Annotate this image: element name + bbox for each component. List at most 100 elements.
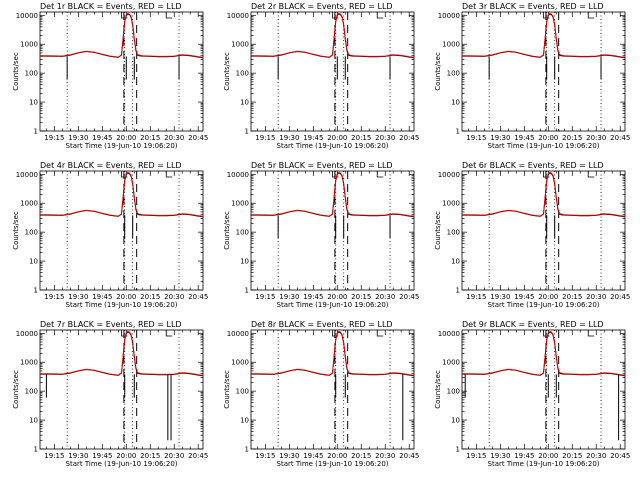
y-tick-label: 1000 [20, 359, 38, 367]
y-tick-label: 10 [451, 417, 460, 425]
x-axis-label: Start Time (19-Jun-10 19:06:20) [277, 142, 389, 150]
y-tick-label: 10 [240, 258, 249, 266]
x-tick-label: 20:30 [586, 293, 606, 301]
plot-frame [461, 329, 626, 450]
y-tick-label: 1000 [442, 200, 460, 208]
y-tick-label: 100 [25, 70, 38, 78]
x-tick-label: 20:00 [538, 293, 558, 301]
y-axis-label: Counts/sec [12, 52, 20, 91]
panel-det-1: Det 1r BLACK = Events, RED = LLD 1 10 100 10… [12, 2, 208, 150]
x-axis-label: Start Time (19-Jun-10 19:06:20) [277, 301, 389, 309]
series-lld-line [462, 171, 626, 217]
plot-frame [39, 329, 204, 450]
y-tick-label: 10 [29, 417, 38, 425]
x-tick-label: 19:45 [514, 293, 534, 301]
y-axis-label: Counts/sec [12, 370, 20, 409]
x-tick-label: 19:45 [514, 452, 534, 460]
x-tick-label: 19:45 [92, 293, 112, 301]
x-tick-label: 20:30 [164, 293, 184, 301]
y-axis-label: Counts/sec [434, 211, 442, 250]
x-tick-label: 19:15 [255, 452, 275, 460]
panel-det-6: Det 6r BLACK = Events, RED = LLD 1 10 100 10… [434, 161, 630, 309]
x-tick-label: 20:00 [538, 452, 558, 460]
panel-title: Det 6r BLACK = Events, RED = LLD [462, 161, 604, 170]
y-tick-label: 1000 [20, 200, 38, 208]
x-tick-label: 19:30 [68, 452, 88, 460]
x-tick-label: 20:30 [586, 452, 606, 460]
y-tick-label: 10000 [438, 12, 460, 20]
y-tick-label: 100 [447, 229, 460, 237]
x-tick-label: 19:45 [303, 452, 323, 460]
y-tick-label: 1 [245, 446, 249, 454]
x-tick-label: 20:00 [327, 293, 347, 301]
x-tick-label: 20:15 [351, 452, 371, 460]
y-tick-label: 100 [25, 229, 38, 237]
y-tick-label: 1 [456, 287, 460, 295]
x-tick-label: 19:15 [44, 293, 64, 301]
x-tick-label: 20:00 [327, 452, 347, 460]
y-axis-label: Counts/sec [223, 370, 231, 409]
x-tick-label: 20:45 [188, 293, 208, 301]
y-tick-label: 1000 [231, 200, 249, 208]
x-tick-label: 19:45 [303, 134, 323, 142]
x-tick-label: 20:15 [351, 293, 371, 301]
x-tick-label: 19:30 [490, 293, 510, 301]
y-tick-label: 10000 [16, 171, 38, 179]
panel-title: Det 4r BLACK = Events, RED = LLD [40, 161, 182, 170]
y-tick-label: 1 [34, 446, 38, 454]
series-lld-line [40, 12, 204, 58]
x-tick-label: 20:30 [375, 293, 395, 301]
plot-frame [39, 170, 204, 291]
y-tick-label: 10 [29, 258, 38, 266]
y-tick-label: 1000 [442, 359, 460, 367]
x-axis-label: Start Time (19-Jun-10 19:06:20) [277, 460, 389, 468]
y-tick-label: 1 [456, 128, 460, 136]
x-tick-label: 19:30 [279, 452, 299, 460]
x-tick-label: 20:30 [375, 134, 395, 142]
y-tick-label: 10000 [227, 171, 249, 179]
x-tick-label: 20:15 [140, 452, 160, 460]
y-tick-label: 1 [245, 287, 249, 295]
x-tick-label: 20:00 [327, 134, 347, 142]
y-axis-label: Counts/sec [223, 211, 231, 250]
x-tick-label: 19:15 [466, 134, 486, 142]
plot-frame [250, 329, 415, 450]
x-tick-label: 19:45 [514, 134, 534, 142]
y-tick-label: 1000 [231, 41, 249, 49]
series-lld-line [40, 330, 204, 376]
y-tick-label: 10 [240, 99, 249, 107]
x-tick-label: 20:30 [375, 452, 395, 460]
x-axis-label: Start Time (19-Jun-10 19:06:20) [488, 301, 600, 309]
x-tick-label: 19:15 [44, 452, 64, 460]
x-tick-label: 19:30 [490, 452, 510, 460]
panel-det-9: Det 9r BLACK = Events, RED = LLD 1 10 100 10… [434, 320, 630, 468]
flag-mark [376, 12, 384, 19]
y-tick-label: 10000 [16, 12, 38, 20]
y-tick-label: 10000 [16, 330, 38, 338]
x-tick-label: 20:30 [164, 452, 184, 460]
series-lld-line [251, 171, 415, 217]
x-tick-label: 20:45 [610, 293, 630, 301]
y-axis-label: Counts/sec [223, 52, 231, 91]
y-tick-label: 1 [34, 128, 38, 136]
y-tick-label: 10000 [227, 12, 249, 20]
panel-title: Det 9r BLACK = Events, RED = LLD [462, 320, 604, 329]
x-axis-label: Start Time (19-Jun-10 19:06:20) [66, 301, 178, 309]
x-tick-label: 20:00 [116, 452, 136, 460]
x-tick-label: 20:45 [399, 293, 419, 301]
x-tick-label: 20:45 [188, 134, 208, 142]
y-axis-label: Counts/sec [434, 370, 442, 409]
series-lld-line [251, 330, 415, 376]
x-tick-label: 19:15 [466, 452, 486, 460]
x-tick-label: 19:30 [279, 293, 299, 301]
flag-mark [587, 330, 595, 337]
x-axis-label: Start Time (19-Jun-10 19:06:20) [488, 142, 600, 150]
x-tick-label: 19:30 [279, 134, 299, 142]
panel-det-7: Det 7r BLACK = Events, RED = LLD 1 10 100 10… [12, 320, 208, 468]
x-tick-label: 19:45 [303, 293, 323, 301]
y-axis-label: Counts/sec [434, 52, 442, 91]
y-tick-label: 1000 [20, 41, 38, 49]
x-tick-label: 19:30 [68, 293, 88, 301]
x-tick-label: 19:45 [92, 134, 112, 142]
